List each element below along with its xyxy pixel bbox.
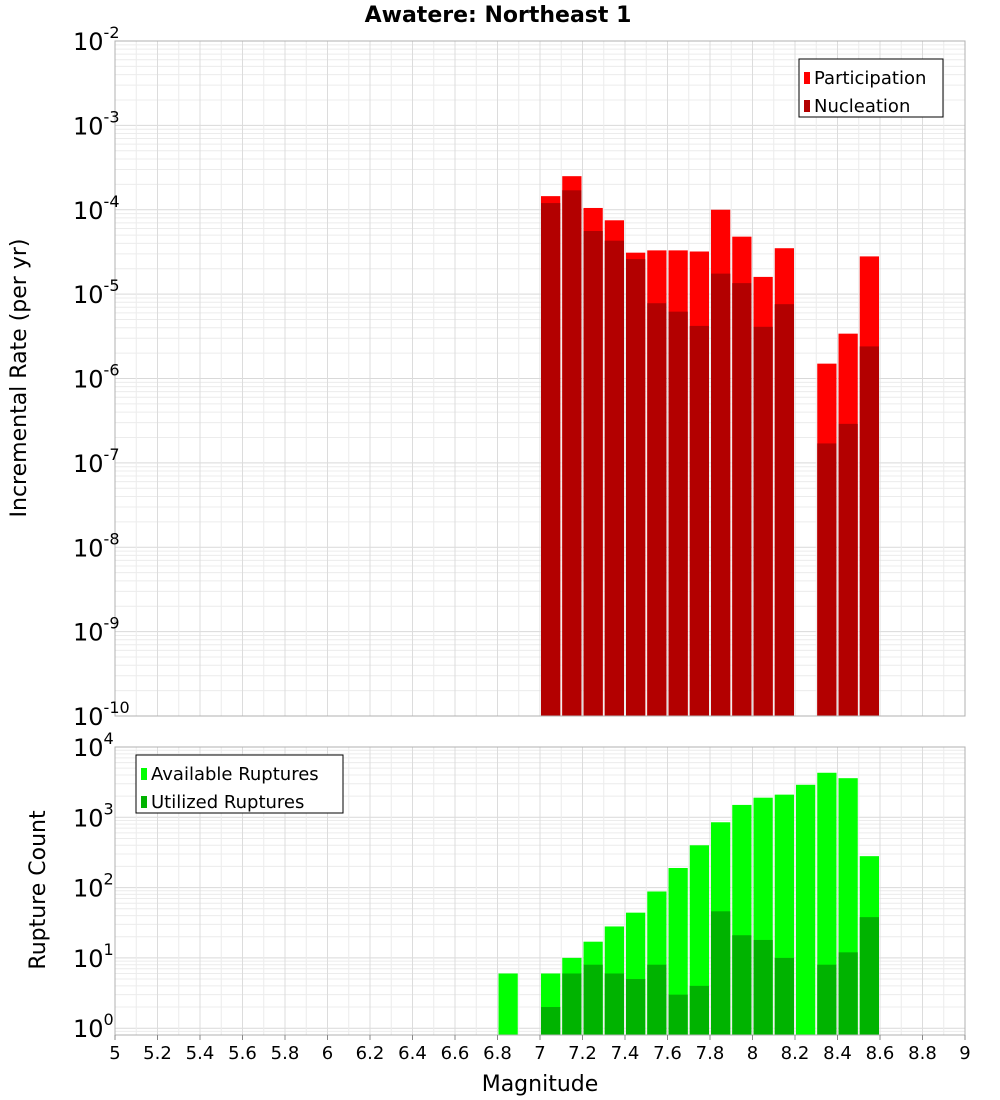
top-plot-border	[114, 40, 966, 717]
x-axis-label: Magnitude	[482, 1072, 599, 1097]
bottom-y-tick-label: 102	[73, 870, 114, 903]
x-tick-label: 8.6	[866, 1043, 895, 1064]
top-bar-series2	[541, 203, 561, 716]
x-tick-label: 5	[109, 1043, 120, 1064]
bottom-bar-series2	[583, 964, 603, 1035]
x-tick-label: 6.4	[398, 1043, 427, 1064]
x-tick-label: 6.6	[441, 1043, 470, 1064]
bottom-y-tick-label: 104	[73, 729, 114, 762]
top-bar-series2	[604, 240, 624, 717]
top-y-tick-label: 10-5	[73, 276, 120, 309]
x-tick-label: 5.2	[143, 1043, 172, 1064]
top-y-tick-label: 10-8	[73, 529, 120, 562]
bottom-bar-series1	[796, 784, 816, 1035]
bottom-bar-series2	[817, 964, 837, 1035]
top-y-tick-label: 10-3	[73, 107, 120, 140]
bottom-bar-series2	[562, 973, 582, 1035]
x-tick-label: 7.6	[653, 1043, 682, 1064]
top-plot-area: 10-10 10-9 10-8 10-7 10-6 10-5 10-4 10-3 10-2	[73, 23, 966, 731]
bottom-y-axis-label: Rupture Count	[26, 810, 51, 970]
bottom-bar-series2	[859, 917, 879, 1035]
bottom-bar-series2	[626, 979, 646, 1035]
x-tick-label: 7.4	[611, 1043, 640, 1064]
top-legend-label: Participation	[814, 68, 926, 89]
bottom-legend-box	[135, 754, 344, 814]
top-y-tick-label: 10-9	[73, 614, 120, 647]
x-axis-ticks: 5 5.2 5.4 5.6 5.8 6 6.2 6.4 6.6 6.8 7 7.2 7.4 7.6 7.8 8…	[109, 1035, 971, 1064]
x-tick-label: 8.4	[823, 1043, 852, 1064]
top-y-tick-label: 10-6	[73, 361, 120, 394]
top-bar-series2	[732, 283, 752, 716]
bottom-y-tick-label: 101	[73, 940, 114, 973]
top-bar-series2	[626, 259, 646, 716]
top-bar-series2	[562, 190, 582, 716]
top-y-tick-label: 10-10	[73, 698, 130, 731]
top-y-tick-label: 10-4	[73, 192, 120, 225]
top-bar-series2	[689, 325, 709, 716]
top-bar-series2	[859, 346, 879, 716]
top-y-tick-label: 10-2	[73, 23, 120, 56]
bottom-bar-series2	[838, 952, 858, 1035]
bottom-bar-series2	[753, 939, 773, 1035]
bottom-legend-label: Utilized Ruptures	[151, 792, 304, 813]
top-bar-series2	[711, 273, 731, 716]
x-tick-label: 6.8	[483, 1043, 512, 1064]
bottom-bar-series2	[689, 985, 709, 1035]
bottom-y-tick-label: 103	[73, 799, 114, 832]
x-tick-label: 7.2	[568, 1043, 597, 1064]
bottom-legend-label: Available Ruptures	[151, 764, 319, 785]
x-tick-label: 7	[534, 1043, 545, 1064]
bottom-y-tick-label: 100	[73, 1010, 114, 1043]
top-bar-series2	[753, 326, 773, 716]
top-legend-swatch	[804, 72, 810, 84]
x-tick-label: 6.2	[356, 1043, 385, 1064]
bottom-bar-series2	[668, 994, 688, 1035]
x-tick-label: 6	[322, 1043, 333, 1064]
bottom-legend-swatch	[141, 768, 147, 780]
x-tick-label: 8.8	[908, 1043, 937, 1064]
bottom-bar-series1	[668, 867, 688, 1035]
bottom-bar-series2	[604, 973, 624, 1035]
top-bar-series2	[838, 423, 858, 716]
x-tick-label: 5.4	[186, 1043, 215, 1064]
x-tick-label: 9	[959, 1043, 970, 1064]
top-legend: Participation Nucleation	[798, 58, 944, 118]
chart-title: Awatere: Northeast 1	[365, 3, 632, 28]
x-tick-label: 8	[747, 1043, 758, 1064]
top-legend-box	[798, 58, 944, 118]
bottom-bar-series2	[541, 1007, 561, 1035]
top-y-tick-label: 10-7	[73, 445, 120, 478]
top-bar-series2	[774, 304, 794, 716]
x-tick-label: 8.2	[781, 1043, 810, 1064]
top-y-axis-label: Incremental Rate (per yr)	[7, 239, 32, 518]
x-tick-label: 7.8	[696, 1043, 725, 1064]
top-legend-label: Nucleation	[814, 96, 910, 117]
top-bar-series2	[817, 443, 837, 716]
bottom-bar-series2	[647, 964, 667, 1035]
bottom-bar-series1	[498, 973, 518, 1035]
x-tick-label: 5.8	[271, 1043, 300, 1064]
bottom-legend-swatch	[141, 796, 147, 808]
bottom-bar-series2	[774, 957, 794, 1035]
top-bar-series2	[583, 230, 603, 716]
top-bar-series2	[647, 303, 667, 716]
top-bar-series2	[668, 311, 688, 716]
bottom-bar-series2	[732, 935, 752, 1035]
x-tick-label: 5.6	[228, 1043, 257, 1064]
bottom-legend: Available Ruptures Utilized Ruptures	[135, 754, 344, 814]
top-legend-swatch	[804, 100, 810, 112]
bottom-bar-series2	[711, 911, 731, 1035]
